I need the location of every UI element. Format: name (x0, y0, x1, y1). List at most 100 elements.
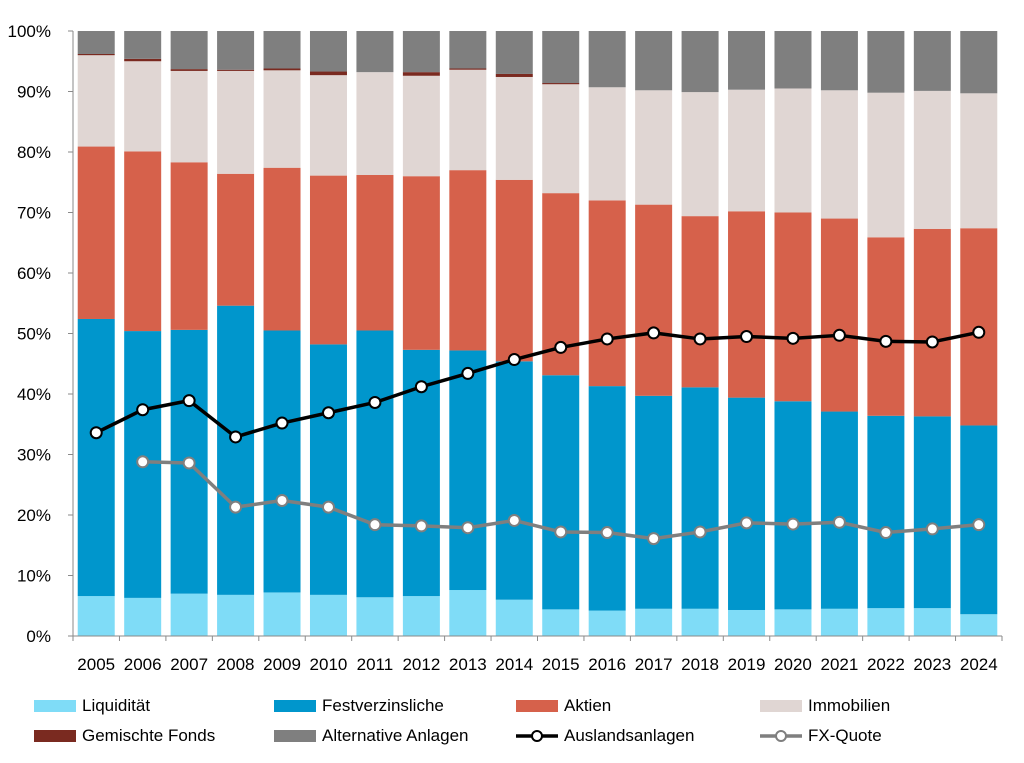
line-point-fx-quote-2020 (786, 517, 800, 531)
bar-segment-2013-5 (449, 31, 487, 69)
x-tick-label-2022: 2022 (867, 655, 905, 674)
legend-swatch-liquiditaet (34, 700, 76, 712)
bar-segment-2018-0 (681, 608, 719, 636)
bar-segment-2006-0 (124, 597, 162, 636)
bar-segment-2016-3 (588, 87, 626, 201)
bar-segment-2009-0 (263, 592, 301, 636)
legend-item-alternative-anlagen: Alternative Anlagen (274, 722, 469, 750)
x-tick-label-2020: 2020 (774, 655, 812, 674)
bar-segment-2023-3 (913, 90, 951, 229)
legend-line-fx-quote-icon (760, 729, 802, 743)
bar-segment-2015-5 (542, 31, 580, 84)
line-point-fx-quote-2021 (832, 515, 846, 529)
line-point-auslandsanlagen-2019 (740, 330, 754, 344)
legend-swatch-aktien (516, 700, 558, 712)
bar-segment-2023-1 (913, 416, 951, 609)
legend-item-festverzinsliche: Festverzinsliche (274, 692, 444, 720)
bar-segment-2009-3 (263, 70, 301, 168)
line-point-fx-quote-2012 (414, 519, 428, 533)
legend-swatch-gemischte-fonds (34, 730, 76, 742)
bar-segment-2014-5 (495, 31, 533, 74)
x-tick-label-2011: 2011 (357, 655, 394, 674)
legend-swatch-immobilien (760, 700, 802, 712)
bar-segment-2014-0 (495, 599, 533, 636)
bar-segment-2011-1 (356, 330, 394, 598)
bar-segment-2021-0 (820, 608, 858, 636)
x-tick-label-2023: 2023 (913, 655, 951, 674)
bar-segment-2015-1 (542, 375, 580, 610)
bar-segment-2010-4 (309, 71, 347, 76)
bar-segment-2016-0 (588, 610, 626, 636)
bar-segment-2008-4 (217, 69, 255, 71)
bar-segment-2009-5 (263, 31, 301, 69)
bar-segment-2008-5 (217, 31, 255, 70)
line-point-fx-quote-2010 (321, 500, 335, 514)
line-point-fx-quote-2009 (275, 493, 289, 507)
bar-segment-2011-3 (356, 72, 394, 175)
bar-segment-2010-3 (309, 75, 347, 176)
legend-item-gemischte-fonds: Gemischte Fonds (34, 722, 215, 750)
bar-segment-2018-3 (681, 92, 719, 217)
x-tick-label-2010: 2010 (310, 655, 348, 674)
bar-segment-2014-2 (495, 179, 533, 362)
legend-label-auslandsanlagen: Auslandsanlagen (564, 726, 695, 745)
bar-segment-2005-0 (77, 596, 115, 636)
line-point-auslandsanlagen-2016 (600, 332, 614, 346)
line-point-fx-quote-2019 (740, 516, 754, 530)
bar-segment-2014-3 (495, 76, 533, 180)
legend-item-auslandsanlagen: Auslandsanlagen (516, 722, 694, 750)
y-tick-label-50: 50% (17, 325, 51, 344)
bar-segment-2015-0 (542, 609, 580, 636)
bar-segment-2023-5 (913, 31, 951, 91)
x-tick-label-2005: 2005 (77, 655, 115, 674)
y-tick-label-80: 80% (17, 143, 51, 162)
bar-segment-2009-2 (263, 167, 301, 331)
x-tick-label-2008: 2008 (217, 655, 255, 674)
legend-label-alternative-anlagen: Alternative Anlagen (322, 726, 469, 745)
bar-segment-2022-2 (867, 237, 905, 416)
bar-segment-2012-0 (402, 596, 440, 636)
bar-segment-2017-2 (635, 204, 673, 396)
bar-segment-2005-4 (77, 53, 115, 56)
x-tick-label-2024: 2024 (960, 655, 998, 674)
bar-segment-2017-5 (635, 31, 673, 91)
line-point-fx-quote-2015 (554, 525, 568, 539)
bar-segment-2020-2 (774, 212, 812, 402)
bar-segment-2011-5 (356, 31, 394, 73)
bar-segment-2016-5 (588, 31, 626, 88)
bar-segment-2014-1 (495, 361, 533, 600)
bar-segment-2006-2 (124, 151, 162, 332)
x-tick-label-2015: 2015 (542, 655, 580, 674)
line-point-auslandsanlagen-2021 (832, 328, 846, 342)
bar-segment-2008-0 (217, 594, 255, 636)
line-point-fx-quote-2024 (972, 518, 986, 532)
line-point-auslandsanlagen-2018 (693, 332, 707, 346)
bar-segment-2009-1 (263, 330, 301, 593)
line-point-auslandsanlagen-2005 (89, 426, 103, 440)
bar-segment-2020-0 (774, 609, 812, 636)
bar-segment-2008-1 (217, 305, 255, 595)
legend-label-festverzinsliche: Festverzinsliche (322, 696, 444, 715)
chart-legend: Liquidität Festverzinsliche Aktien Immob… (0, 688, 1024, 760)
bar-segment-2012-5 (402, 31, 440, 73)
line-point-auslandsanlagen-2011 (368, 395, 382, 409)
bar-segment-2017-0 (635, 608, 673, 636)
line-point-auslandsanlagen-2008 (229, 430, 243, 444)
line-point-fx-quote-2022 (879, 526, 893, 540)
bar-segment-2022-5 (867, 31, 905, 93)
line-point-auslandsanlagen-2009 (275, 416, 289, 430)
bar-segment-2020-3 (774, 88, 812, 213)
bar-segment-2009-4 (263, 68, 301, 71)
bar-segment-2019-3 (728, 89, 766, 212)
bar-segment-2007-3 (170, 70, 208, 163)
bar-segment-2016-2 (588, 200, 626, 387)
line-point-fx-quote-2014 (507, 513, 521, 527)
y-tick-label-0: 0% (26, 627, 51, 646)
line-point-auslandsanlagen-2006 (136, 403, 150, 417)
bar-segment-2021-2 (820, 218, 858, 412)
x-tick-label-2007: 2007 (170, 655, 208, 674)
bar-segment-2022-3 (867, 92, 905, 238)
legend-item-liquiditaet: Liquidität (34, 692, 150, 720)
bar-segment-2013-2 (449, 170, 487, 351)
bar-segment-2016-1 (588, 386, 626, 611)
